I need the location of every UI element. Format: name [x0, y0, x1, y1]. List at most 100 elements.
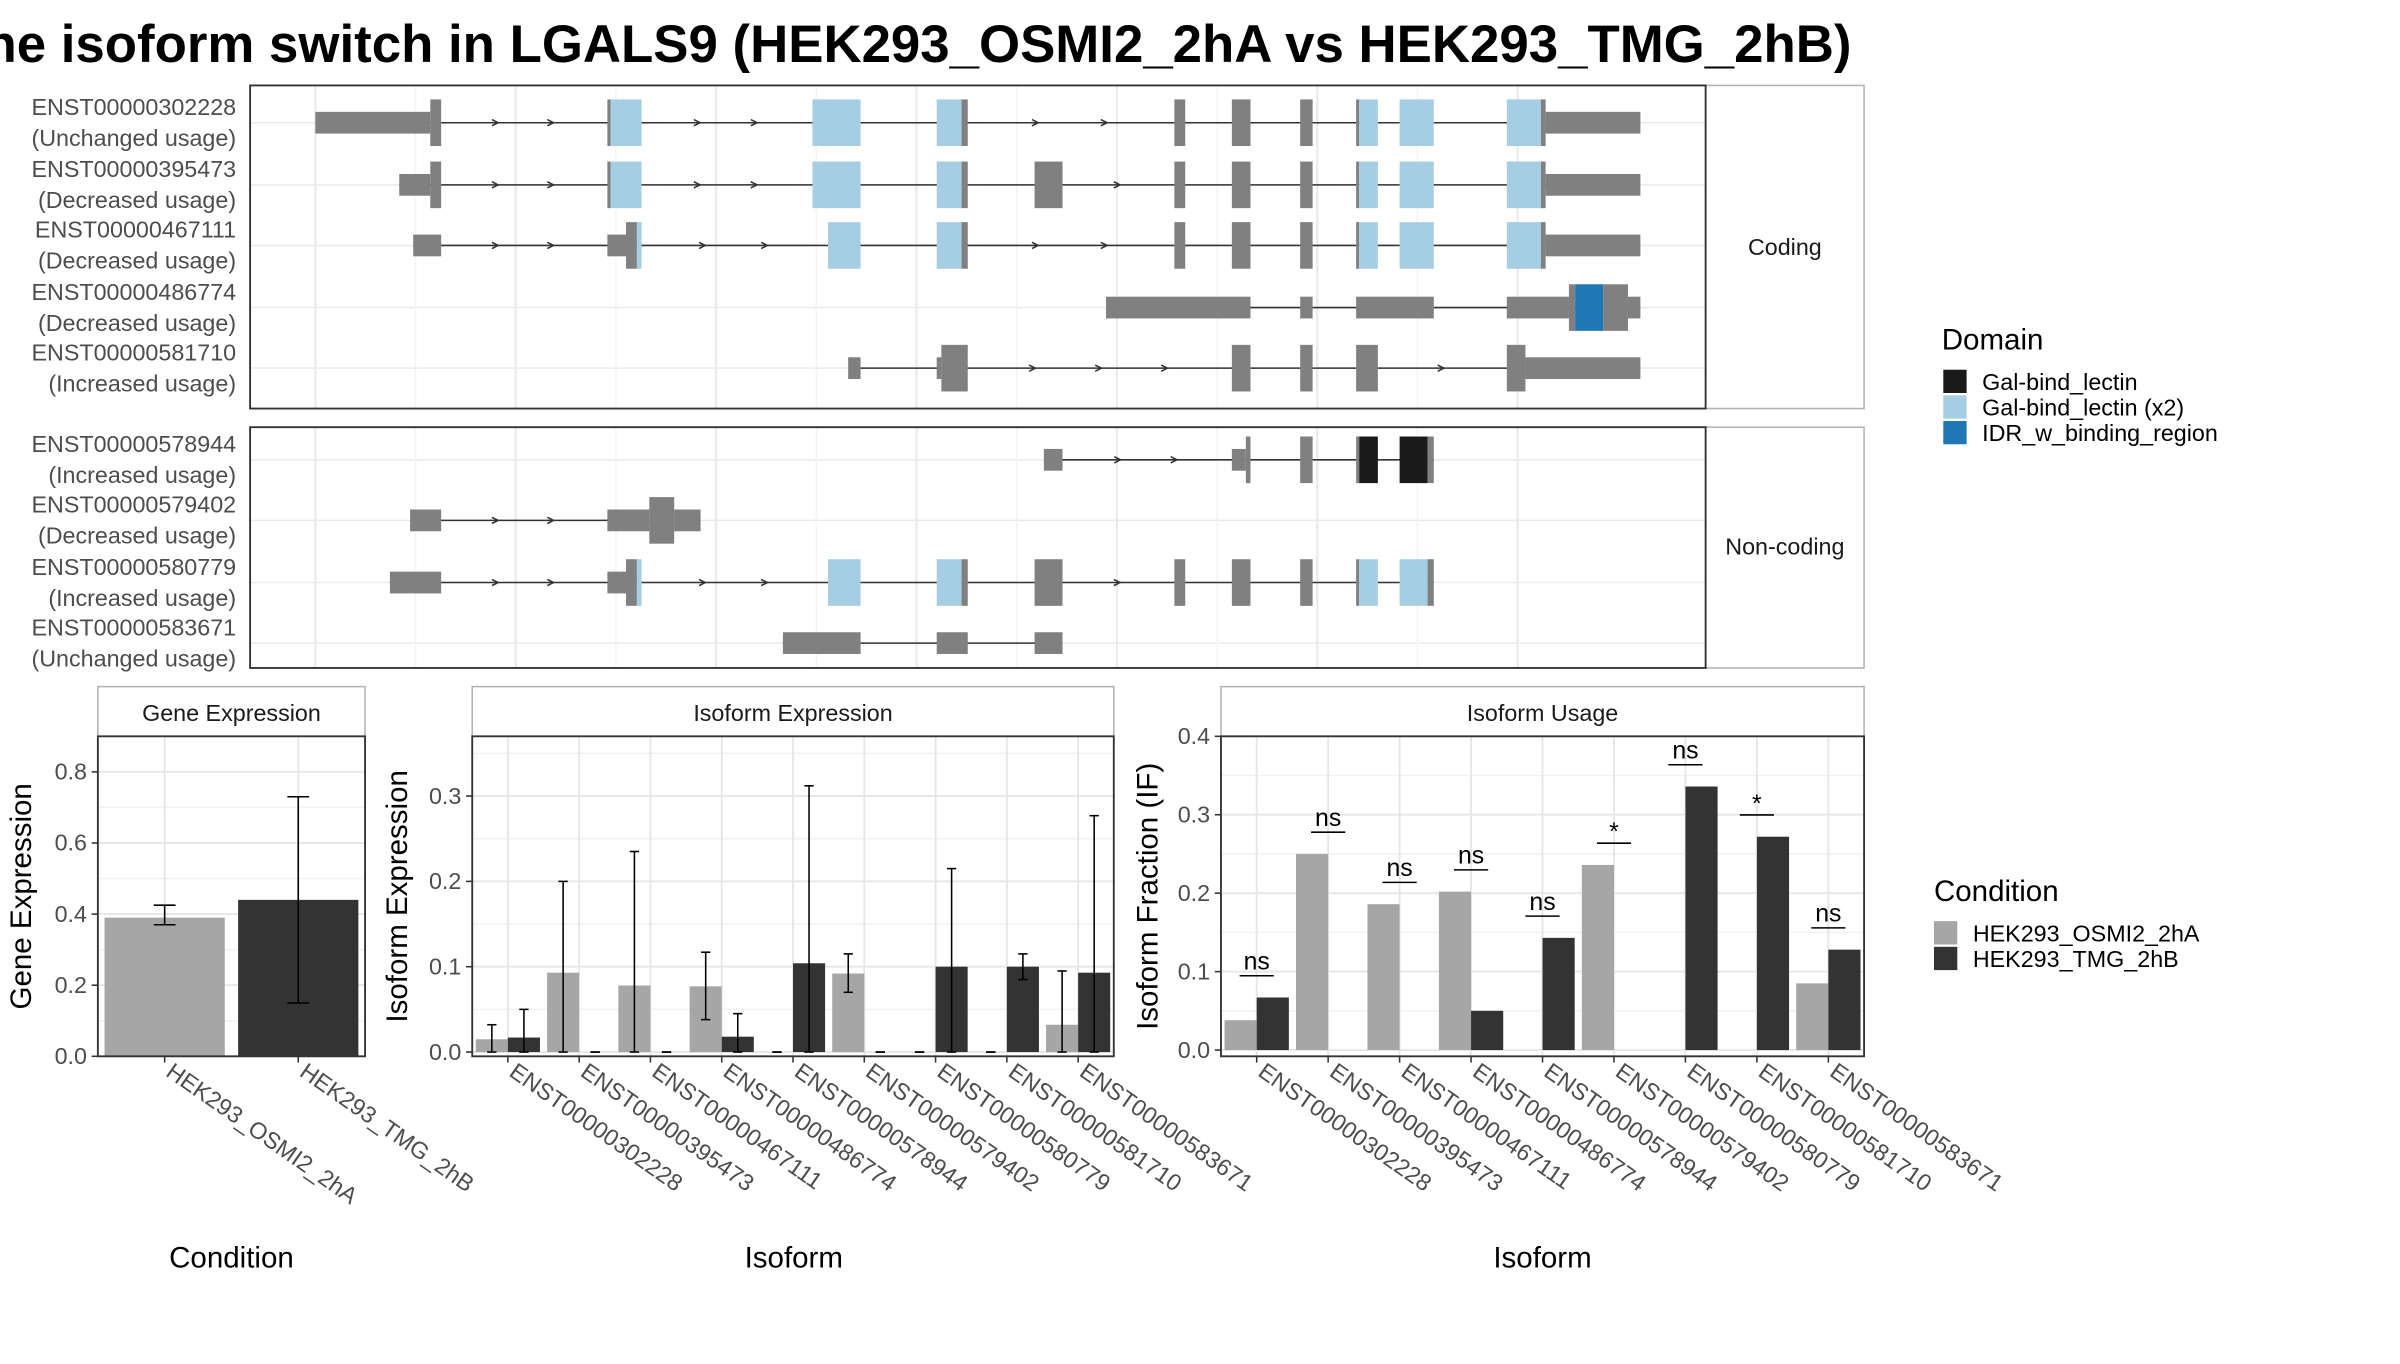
transcript-id-label: ENST00000395473: [31, 156, 236, 182]
domain-legend-label: IDR_w_binding_region: [1982, 420, 2218, 446]
significance-label: *: [1609, 819, 1619, 846]
strand-arrow: [1170, 456, 1179, 464]
bar: [1438, 891, 1472, 1051]
transcript-track: [315, 99, 1641, 147]
utr-exon: [674, 509, 701, 532]
transcript-id-label: ENST00000486774: [31, 279, 236, 305]
coding-exon: [1231, 559, 1251, 606]
coding-exon: [626, 559, 637, 606]
domain-gal-bind-lectin-x2: [936, 222, 962, 269]
coding-exon: [961, 161, 968, 209]
utr-exon: [848, 357, 861, 380]
bar: [1581, 864, 1614, 1051]
transcript-track: [410, 497, 701, 544]
coding-exon: [1231, 161, 1251, 209]
domain-gal-bind-lectin-x2: [636, 559, 642, 606]
coding-exon: [430, 99, 442, 147]
domain-gal-bind-lectin-x2: [827, 559, 861, 606]
condition-legend-key: [1933, 921, 1958, 945]
domain-gal-bind-lectin-x2: [936, 559, 962, 606]
utr-exon: [1545, 234, 1641, 257]
domain-gal-bind-lectin-x2: [1359, 222, 1378, 269]
utr-exon: [936, 357, 942, 380]
y-axis-title: Isoform Fraction (IF): [1131, 763, 1164, 1030]
coding-exon: [1356, 99, 1360, 147]
coding-exon: [1356, 436, 1360, 484]
significance-label: ns: [1458, 843, 1484, 870]
transcript-usage-label: (Unchanged usage): [31, 645, 236, 671]
coding-exon: [607, 99, 611, 147]
domain-legend-key: [1943, 395, 1967, 419]
significance-label: ns: [1529, 889, 1555, 916]
utr-exon: [399, 173, 431, 196]
y-tick-label: 0.2: [429, 868, 461, 894]
bar: [1006, 966, 1039, 1053]
domain-gal-bind-lectin: [1399, 436, 1428, 484]
transcript-id-label: ENST00000583671: [31, 614, 236, 640]
utr-exon: [1231, 448, 1246, 471]
strand-arrow: [1100, 118, 1109, 127]
y-tick-label: 0.1: [1178, 958, 1210, 984]
panel-border-noncoding: [249, 426, 1707, 669]
transcript-track: [389, 559, 1434, 606]
facet-strip: [1220, 685, 1865, 738]
strand-arrow: [1100, 241, 1109, 250]
utr-exon: [389, 571, 442, 594]
strand-arrow: [546, 181, 556, 189]
utr-exon: [410, 509, 442, 532]
strand-arrow: [491, 241, 500, 250]
coding-exon: [430, 161, 442, 209]
domain-gal-bind-lectin-x2: [812, 161, 861, 209]
domain-gal-bind-lectin-x2: [936, 161, 962, 209]
domain-gal-bind-lectin: [1359, 436, 1378, 484]
transcript-usage-label: (Increased usage): [48, 370, 236, 396]
coding-exon: [607, 161, 611, 209]
strand-arrow: [491, 118, 500, 127]
coding-exon: [1540, 99, 1546, 147]
strand-arrow: [1031, 118, 1040, 127]
coding-exon: [961, 99, 968, 147]
transcript-track: [1106, 284, 1641, 331]
chart-title: Isoform Expression: [693, 700, 892, 726]
strand-arrow: [546, 578, 556, 587]
y-axis-title: Isoform Expression: [381, 770, 414, 1022]
transcript-structure-panel: Coding Non-coding ENST00000302228 (Unchange…: [31, 84, 1865, 671]
transcript-usage-label: (Decreased usage): [38, 310, 236, 336]
coding-exon: [961, 222, 968, 269]
bar: [1471, 1010, 1504, 1051]
coding-exon: [1356, 222, 1360, 269]
condition-legend-label: HEK293_OSMI2_2hA: [1973, 920, 2200, 946]
utr-exon: [607, 571, 627, 594]
bar: [1756, 836, 1790, 1051]
strand-arrow: [1028, 364, 1038, 372]
utr-exon: [1525, 357, 1641, 380]
facet-label-noncoding: Non-coding: [1725, 534, 1844, 560]
transcript-usage-label: (Unchanged usage): [31, 125, 236, 151]
strand-arrow: [546, 516, 556, 525]
transcript-id-label: ENST00000302228: [31, 94, 236, 120]
transcript-usage-label: (Decreased usage): [38, 187, 236, 213]
utr-exon: [1034, 632, 1063, 654]
y-tick-label: 0.0: [1178, 1037, 1210, 1063]
facet-strip: [97, 685, 366, 738]
utr-exon: [1300, 296, 1313, 319]
utr-exon: [1356, 296, 1434, 319]
strand-arrow: [1031, 241, 1040, 250]
transcript-id-label: ENST00000581710: [31, 339, 236, 365]
coding-exon: [1300, 99, 1313, 147]
strand-arrow: [546, 118, 556, 127]
utr-exon: [1545, 173, 1641, 196]
coding-exon: [1034, 161, 1063, 209]
strand-arrow: [1094, 364, 1104, 372]
bar: [1256, 997, 1289, 1051]
coding-exon: [1231, 99, 1251, 147]
transcript-usage-label: (Decreased usage): [38, 248, 236, 274]
panel-background: [250, 85, 1706, 409]
y-tick-label: 0.3: [1178, 802, 1210, 828]
transcript-track: [848, 344, 1641, 392]
domain-gal-bind-lectin-x2: [1399, 222, 1434, 269]
strand-arrow: [1113, 578, 1122, 587]
utr-exon: [1106, 296, 1251, 319]
coding-exon: [1231, 222, 1251, 269]
